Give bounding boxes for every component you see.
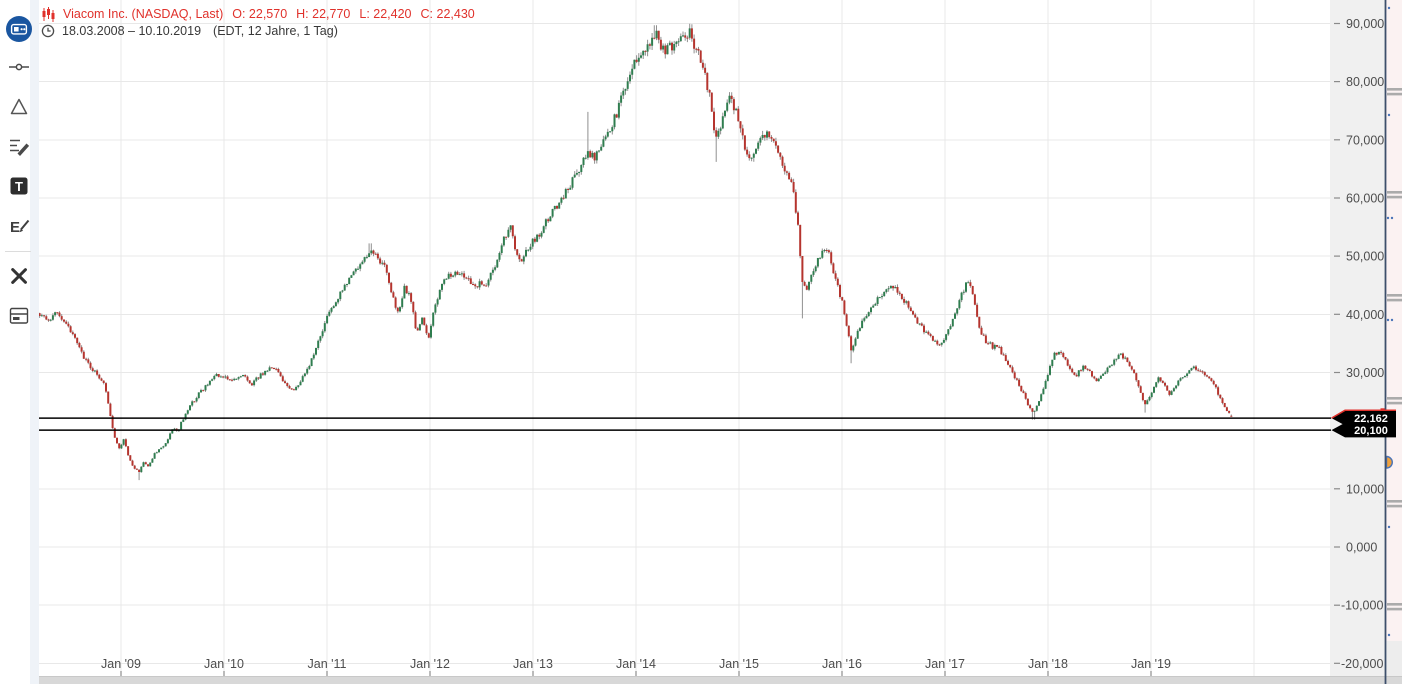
text-tool-icon: T — [6, 173, 32, 199]
panel-handle-icon — [1385, 455, 1393, 469]
horizontal-line-icon — [6, 54, 32, 80]
chart-legend: Viacom Inc. (NASDAQ, Last) O: 22,570 H: … — [40, 6, 475, 39]
crossed-tools-icon — [6, 263, 32, 289]
y-axis-label: 70,000 — [1346, 133, 1384, 147]
price-axis[interactable] — [1330, 0, 1386, 684]
y-axis-label: 30,000 — [1346, 366, 1384, 380]
close-value: C: 22,430 — [420, 7, 475, 21]
horizontal-scrollbar[interactable] — [39, 676, 1402, 684]
settings-tool[interactable] — [0, 260, 37, 292]
candlestick-icon — [40, 6, 55, 22]
y-axis-label: 10,000 — [1346, 482, 1384, 496]
instrument-title: Viacom Inc. (NASDAQ, Last) — [63, 7, 224, 21]
period-info: (EDT, 12 Jahre, 1 Tag) — [213, 24, 338, 38]
price-tag-label: 22,162 — [1354, 413, 1388, 425]
indicator-tool[interactable] — [0, 130, 37, 162]
collapsed-panel-strip[interactable] — [1380, 0, 1402, 684]
panel-price-marker — [1380, 408, 1386, 411]
x-axis-label: Jan '17 — [925, 657, 965, 671]
svg-text:E: E — [10, 219, 20, 236]
high-value: H: 22,770 — [296, 7, 351, 21]
x-axis-label: Jan '10 — [204, 657, 244, 671]
sidebar-gutter — [30, 0, 39, 684]
x-axis-label: Jan '15 — [719, 657, 759, 671]
price-tag — [1331, 422, 1396, 438]
y-axis-label: -10,000 — [1341, 599, 1383, 613]
x-axis-label: Jan '19 — [1131, 657, 1171, 671]
price-line[interactable]: 22,162 — [39, 409, 1396, 426]
date-range: 18.03.2008 – 10.10.2019 — [62, 24, 202, 38]
triangle-icon — [6, 94, 32, 120]
date-range-row: 18.03.2008 – 10.10.2019 (EDT, 12 Jahre, … — [40, 23, 475, 39]
widget-icon — [5, 15, 33, 43]
text-tool[interactable]: T — [0, 170, 37, 202]
y-axis-label: 60,000 — [1346, 192, 1384, 206]
gridlines — [39, 0, 1330, 676]
y-axis-label: 90,000 — [1346, 17, 1384, 31]
y-axis-label: -20,000 — [1341, 657, 1383, 671]
x-axis-label: Jan '12 — [410, 657, 450, 671]
open-value: O: 22,570 — [232, 7, 288, 21]
horizontal-line-tool[interactable] — [0, 51, 37, 83]
instrument-legend-row[interactable]: Viacom Inc. (NASDAQ, Last) O: 22,570 H: … — [40, 6, 475, 22]
candlestick-series — [38, 23, 1233, 481]
y-axis-label: 0,000 — [1346, 541, 1377, 555]
toolbar-divider — [5, 251, 31, 252]
x-axis-label: Jan '14 — [616, 657, 656, 671]
svg-text:T: T — [15, 179, 23, 194]
low-value: L: 22,420 — [359, 7, 412, 21]
y-axis-label: 40,000 — [1346, 308, 1384, 322]
price-tag — [1331, 410, 1396, 426]
chart-widget-button[interactable] — [0, 12, 37, 46]
price-tag-label: 20,100 — [1354, 425, 1388, 437]
edit-drawing-tool[interactable]: E — [0, 209, 37, 241]
y-axis-label: 80,000 — [1346, 75, 1384, 89]
clock-icon — [40, 24, 55, 38]
price-line[interactable]: 20,100 — [39, 422, 1396, 438]
x-axis-label: Jan '18 — [1028, 657, 1068, 671]
x-axis-label: Jan '13 — [513, 657, 553, 671]
layout-icon — [6, 303, 32, 329]
indicator-pencil-icon — [6, 133, 32, 159]
x-axis-label: Jan '16 — [822, 657, 862, 671]
y-axis-label: 50,000 — [1346, 250, 1384, 264]
x-axis-label: Jan '09 — [101, 657, 141, 671]
edit-pencil-icon: E — [6, 212, 32, 238]
x-axis-label: Jan '11 — [308, 657, 347, 671]
layout-tool[interactable] — [0, 300, 37, 332]
shapes-tool[interactable] — [0, 91, 37, 123]
